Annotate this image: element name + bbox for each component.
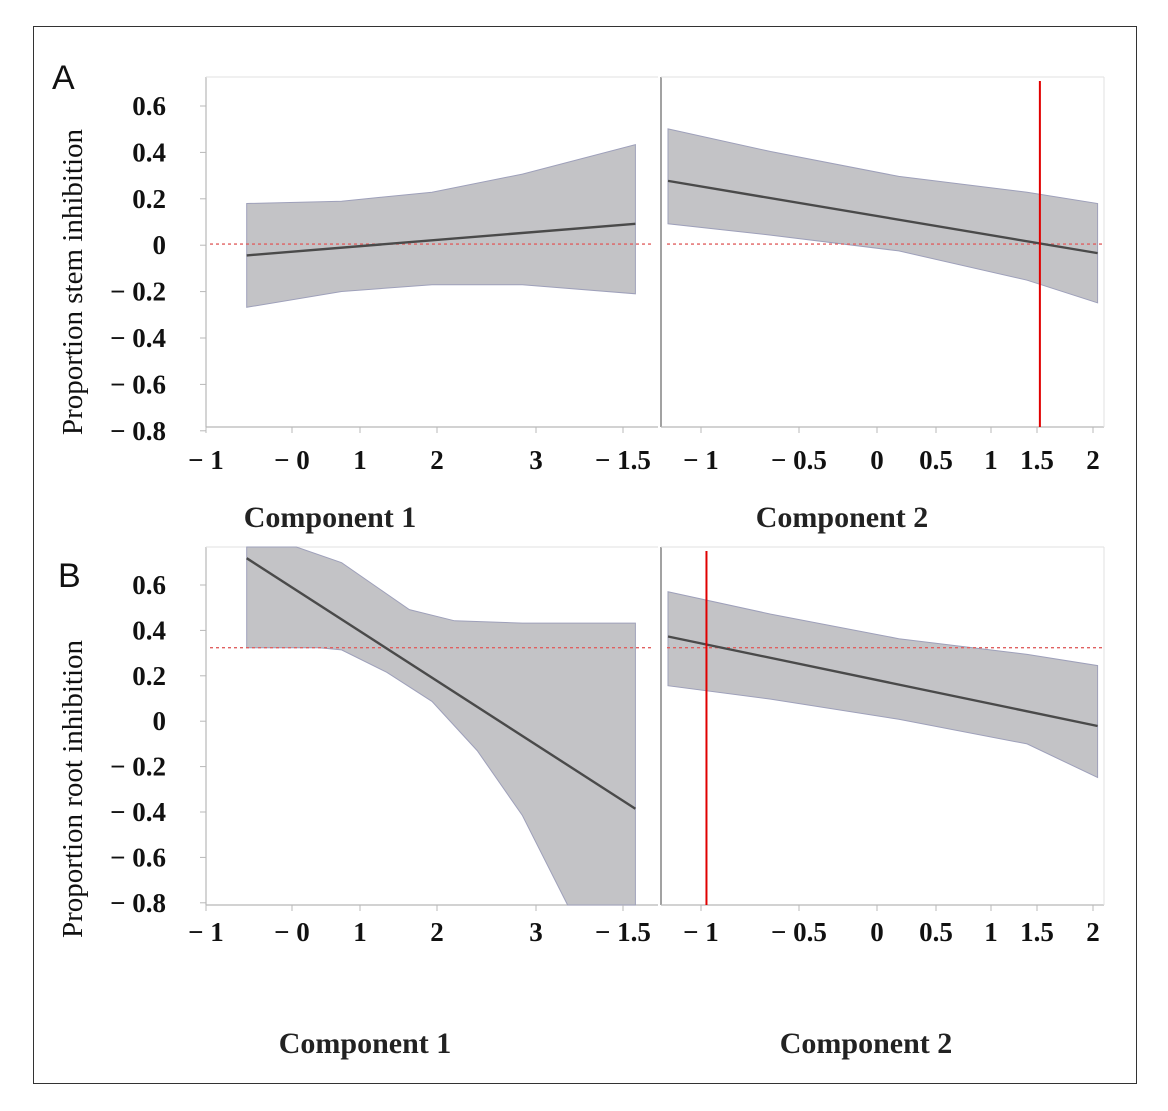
fit-line <box>246 222 636 257</box>
y-tick-label: − 0.8 <box>110 888 166 918</box>
subplot-2: − 1 − 0.5 0 0.5 1 1.5 2 Component 2 <box>660 546 1105 1060</box>
y-axis-label: Proportion stem inhibition <box>57 128 89 435</box>
x-tick-label: − 1 <box>683 917 719 947</box>
x-tick-label: − 0.5 <box>771 917 827 947</box>
subplot-2: − 1 − 0.5 0 0.5 1 1.5 2 Component 2 <box>660 76 1105 534</box>
x-tick-label: 1 <box>353 917 367 947</box>
subplot-1: − 1 − 0 1 2 3 − 1.5 Component 1 <box>188 76 658 534</box>
y-tick-label: 0 <box>153 706 167 736</box>
confidence-band <box>246 144 636 308</box>
fit-line <box>667 179 1098 255</box>
x-tick-label: − 0 <box>274 445 310 475</box>
x-tick-label: − 0 <box>274 917 310 947</box>
y-tick-label: − 0.4 <box>110 797 166 827</box>
y-tick-label: 0.2 <box>132 661 166 691</box>
x-tick-label: 0.5 <box>919 917 953 947</box>
x-tick-label: 1.5 <box>1020 445 1054 475</box>
x-tick-label: 1 <box>984 445 998 475</box>
panel-a: A Proportion stem inhibition 0.6 0.4 0.2 0 − 0… <box>52 59 1105 534</box>
x-tick-label: − 1 <box>188 917 224 947</box>
y-tick-label: − 0.8 <box>110 416 166 446</box>
y-tick-label: − 0.4 <box>110 323 166 353</box>
x-tick-label: − 0.5 <box>771 445 827 475</box>
x-tick-label: 2 <box>430 445 444 475</box>
x-tick-label: 2 <box>430 917 444 947</box>
confidence-band <box>667 591 1099 779</box>
confidence-band <box>246 546 636 906</box>
x-tick-label: − 1.5 <box>595 917 651 947</box>
y-tick-label: 0.4 <box>132 615 166 645</box>
chart-svg: A Proportion stem inhibition 0.6 0.4 0.2 0 − 0… <box>52 59 1105 1060</box>
x-tick-label: 0.5 <box>919 445 953 475</box>
y-tick-label: − 0.6 <box>110 369 166 399</box>
x-axis-label: Component 1 <box>279 1027 452 1060</box>
y-tick-label: − 0.2 <box>110 752 166 782</box>
x-axis-label: Component 2 <box>756 501 929 534</box>
panel-label: B <box>58 557 81 595</box>
figure-frame: A Proportion stem inhibition 0.6 0.4 0.2 0 − 0… <box>33 26 1137 1084</box>
y-tick-label: − 0.2 <box>110 277 166 307</box>
x-tick-label: − 1 <box>683 445 719 475</box>
x-tick-label: 1.5 <box>1020 917 1054 947</box>
x-tick-label: 1 <box>353 445 367 475</box>
panel-b: B Proportion root inhibition 0.6 0.4 0.2 0 − 0… <box>57 546 1105 1060</box>
x-tick-label: − 1 <box>188 445 224 475</box>
y-tick-label: 0.2 <box>132 184 166 214</box>
y-tick-label: 0.4 <box>132 137 166 167</box>
y-tick-label: 0.6 <box>132 570 166 600</box>
subplot-1: − 1 − 0 1 2 3 − 1.5 Component 1 <box>188 546 658 1060</box>
x-tick-label: 2 <box>1086 445 1100 475</box>
y-tick-label: − 0.6 <box>110 842 166 872</box>
x-tick-label: 2 <box>1086 917 1100 947</box>
x-tick-label: 0 <box>870 445 884 475</box>
y-axis-label: Proportion root inhibition <box>57 639 89 938</box>
x-tick-label: 3 <box>529 917 543 947</box>
fit-line <box>667 635 1098 728</box>
y-tick-label: 0.6 <box>132 91 166 121</box>
x-tick-label: 1 <box>984 917 998 947</box>
x-tick-label: 3 <box>529 445 543 475</box>
x-axis-label: Component 2 <box>780 1027 953 1060</box>
panel-label: A <box>52 59 75 97</box>
x-axis-label: Component 1 <box>244 501 417 534</box>
x-tick-label: − 1.5 <box>595 445 651 475</box>
x-tick-label: 0 <box>870 917 884 947</box>
fit-line <box>246 557 637 810</box>
y-tick-label: 0 <box>153 230 167 260</box>
